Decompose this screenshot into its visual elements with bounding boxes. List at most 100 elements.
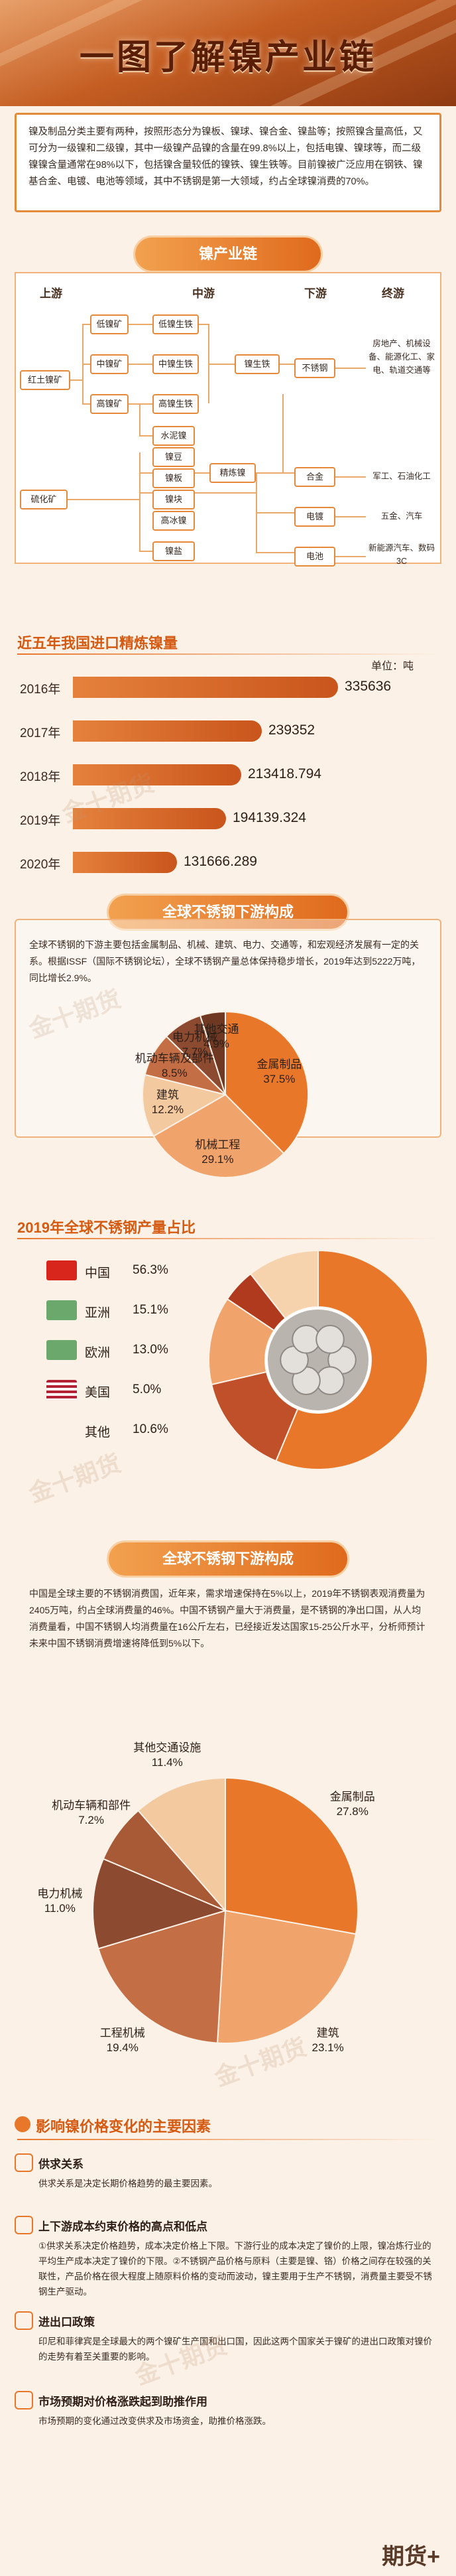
- bar: [73, 852, 177, 873]
- pie-label-value: 37.5%: [263, 1073, 296, 1086]
- pie-slice: [216, 1909, 357, 2044]
- pie-label-name: 金属制品: [256, 1058, 302, 1071]
- imports-unit: 单位：吨: [371, 661, 414, 672]
- pie-label: 工程机械 19.4%: [83, 2026, 162, 2055]
- bar-value: 131666.289: [184, 854, 257, 869]
- watermark: 金十期货: [25, 1449, 125, 1508]
- stainless-steel: 不锈钢: [294, 358, 335, 378]
- pie-label-value: 8.5%: [161, 1066, 188, 1079]
- bar-value: 213418.794: [248, 766, 321, 781]
- terminal-stainless-uses: 房地产、机械设备、能源化工、家电、轨道交通等: [368, 339, 435, 375]
- legend-name: 亚洲: [85, 1306, 111, 1320]
- factor-text: 供求关系是决定长期价格趋势的最主要因素。: [38, 2179, 217, 2189]
- pie-label-name: 机械工程: [195, 1138, 241, 1152]
- midstream-header: 中游: [192, 287, 215, 300]
- ss3-text: 中国是全球主要的不锈钢消费国，近年来，需求增速保持在5%以上，2019年不锈钢表…: [29, 1588, 426, 1649]
- nickel-plate: 镍板: [152, 468, 195, 488]
- page-title: 一图了解镍产业链: [79, 38, 376, 77]
- steel-pipe-image: [265, 1307, 371, 1413]
- legend-value: 56.3%: [133, 1263, 168, 1277]
- factors-title: 影响镍价格变化的主要因素: [36, 2118, 211, 2135]
- pie-label-name: 工程机械: [99, 2026, 145, 2039]
- ss1-banner: 全球不锈钢下游构成: [109, 896, 347, 929]
- factor-icon: [15, 2153, 33, 2172]
- pie-slice: [137, 1777, 226, 1913]
- bar: [73, 720, 262, 742]
- pie-label-value: 12.2%: [151, 1103, 184, 1117]
- factor-heading: 供求关系: [38, 2158, 84, 2171]
- pie-label-name: 电力机械: [37, 1887, 83, 1901]
- pie-label-name: 其他交通设施: [133, 1741, 201, 1754]
- ss1-text: 全球不锈钢的下游主要包括金属制品、机械、建筑、电力、交通等，和宏观经济发展有一定…: [29, 939, 421, 983]
- pie-label-value: 19.4%: [106, 2041, 139, 2054]
- terminal-battery-uses: 新能源汽车、数码3C: [368, 543, 435, 566]
- nickel-bead: 镍豆: [152, 447, 195, 467]
- factor-icon: [15, 2216, 33, 2234]
- terminal-header: 终游: [382, 287, 404, 300]
- pie-label-value: 7.7%: [182, 1045, 208, 1058]
- pie-label-value: 23.1%: [312, 2041, 344, 2055]
- high-nickel-ore: 高镍矿: [90, 394, 129, 414]
- battery: 电池: [294, 547, 335, 567]
- legend-name: 其他: [85, 1426, 111, 1440]
- imports-title: 近五年我国进口精炼镍量: [17, 635, 178, 651]
- legend-value: 5.0%: [133, 1383, 162, 1396]
- low-nickel-ore: 低镍矿: [90, 314, 129, 334]
- bar-value: 194139.324: [233, 810, 306, 825]
- matte-nickel: 水泥镍: [152, 426, 195, 446]
- bar-year: 2018年: [20, 770, 61, 784]
- pipe-end: [315, 1325, 345, 1354]
- factor-heading: 进出口政策: [38, 2316, 95, 2329]
- upstream-header: 上游: [40, 287, 62, 300]
- europe-map-icon: [46, 1340, 77, 1360]
- bar: [73, 808, 226, 829]
- pie-label-value: 7.2%: [78, 1814, 104, 1827]
- china-flag-icon: [46, 1260, 77, 1280]
- terminal-plating-uses: 五金、汽车: [380, 511, 423, 521]
- pie-label-value: 29.1%: [201, 1153, 234, 1166]
- low-nickel-pig-iron: 低镍生铁: [152, 314, 199, 334]
- pie-label: 其他交通设施 11.4%: [127, 1741, 207, 1770]
- pie-label-value: 11.0%: [44, 1902, 76, 1915]
- factor-heading: 市场预期对价格涨跌起到助推作用: [38, 2396, 207, 2408]
- bar-year: 2016年: [20, 683, 61, 697]
- legend-value: 13.0%: [133, 1343, 168, 1357]
- legend-name: 美国: [85, 1386, 111, 1400]
- mid-nickel-pig-iron: 中镍生铁: [152, 354, 199, 374]
- factor-text: ①供求关系决定价格趋势，成本决定价格上下限。下游行业的成本决定了镍价的上限，镍冶…: [38, 2241, 432, 2297]
- pie-slice: [152, 1093, 285, 1178]
- high-nickel-pig-iron: 高镍生铁: [152, 394, 199, 414]
- factor-icon: [15, 2391, 33, 2409]
- header-banner: 一图了解镍产业链: [0, 0, 456, 106]
- sulfide-ore: 硫化矿: [20, 490, 68, 509]
- bar: [73, 764, 241, 785]
- laterite-ore: 红土镍矿: [20, 370, 70, 390]
- legend-name: 欧洲: [85, 1346, 111, 1360]
- nickel-salt: 镍盐: [152, 541, 195, 561]
- ss2-donut-chart: [199, 1241, 437, 1479]
- pie-label: 电力机械 11.0%: [20, 1887, 99, 1916]
- pie-label-name: 电力机械: [172, 1030, 217, 1044]
- pie-slice: [225, 1777, 359, 1935]
- pie-label-name: 建筑: [316, 2027, 339, 2040]
- pie-label: 其他交通 4.9%: [176, 1022, 256, 1051]
- pie-slice: [97, 1909, 227, 2044]
- ss3-pie-chart: 金属制品 27.8% 建筑 23.1% 工程机械 19.4% 电力机械 11.0% 机动车辆和部…: [37, 1725, 411, 2096]
- pie-label-name: 其他交通: [194, 1023, 239, 1036]
- ss2-title: 2019年全球不锈钢产量占比: [17, 1219, 196, 1236]
- alloy: 合金: [294, 467, 335, 487]
- mid-nickel-ore: 中镍矿: [90, 354, 129, 374]
- pie-label-name: 机动车辆及部件: [135, 1051, 214, 1065]
- pie-label-name: 机动车辆和部件: [52, 1799, 131, 1812]
- terminal-alloy-uses: 军工、石油化工: [372, 472, 431, 481]
- industry-chain-diagram: 上游 中游 下游 终游 红土镍矿 硫化矿 低镍矿 中镍矿 高镍矿 低镍生铁 中镍…: [15, 272, 441, 567]
- legend-value: 10.6%: [133, 1422, 168, 1436]
- bar-year: 2020年: [20, 858, 61, 872]
- bar: [73, 677, 338, 698]
- refined-nickel: 精炼镍: [209, 463, 256, 483]
- electroplating: 电镀: [294, 507, 335, 527]
- high-matte-nickel: 高冰镍: [152, 511, 195, 531]
- pie-label: 建筑 12.2%: [128, 1088, 207, 1117]
- ss1-pie-chart: 金属制品 37.5% 机械工程 29.1% 建筑 12.2% 机动车辆及部件 8.5% 电力机械…: [119, 995, 331, 1194]
- factor-icon: [15, 2311, 33, 2330]
